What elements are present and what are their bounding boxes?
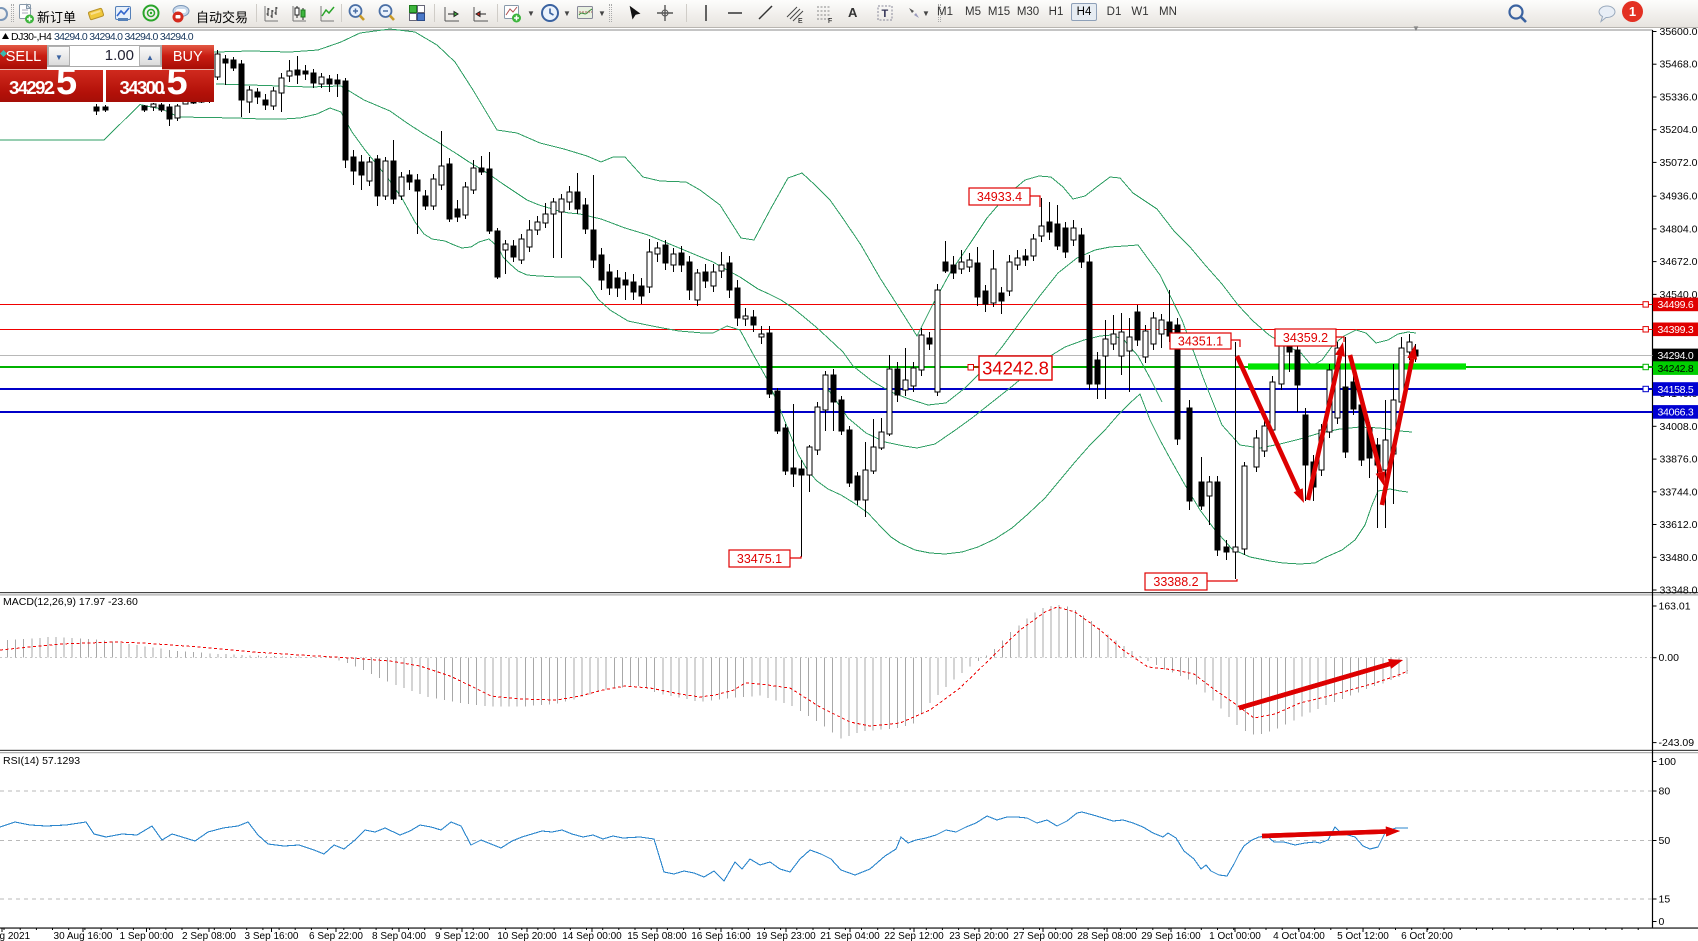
svg-text:3 Sep 16:00: 3 Sep 16:00	[245, 931, 299, 941]
svg-text:29 Sep 16:00: 29 Sep 16:00	[1141, 931, 1201, 941]
svg-text:0.00: 0.00	[1659, 652, 1680, 664]
svg-text:14 Sep 00:00: 14 Sep 00:00	[562, 931, 622, 941]
svg-text:35336.0: 35336.0	[1660, 92, 1698, 104]
svg-text:34933.4: 34933.4	[977, 190, 1022, 204]
svg-text:22 Sep 12:00: 22 Sep 12:00	[884, 931, 944, 941]
svg-text:163.01: 163.01	[1659, 601, 1691, 613]
svg-text:34936.0: 34936.0	[1660, 191, 1698, 203]
svg-text:33348.0: 33348.0	[1660, 585, 1698, 597]
svg-text:80: 80	[1659, 786, 1671, 798]
svg-text:34359.2: 34359.2	[1283, 331, 1328, 345]
svg-text:F: F	[828, 18, 832, 25]
svg-text:34066.3: 34066.3	[1658, 407, 1694, 419]
svg-text:28 Sep 08:00: 28 Sep 08:00	[1077, 931, 1137, 941]
svg-text:33480.0: 33480.0	[1660, 552, 1698, 564]
svg-text:6 Sep 22:00: 6 Sep 22:00	[309, 931, 363, 941]
svg-text:33612.0: 33612.0	[1660, 519, 1698, 531]
svg-text:27 Aug 2021: 27 Aug 2021	[0, 931, 31, 941]
svg-text:35468.0: 35468.0	[1660, 59, 1698, 71]
svg-text:5 Oct 12:00: 5 Oct 12:00	[1337, 931, 1389, 941]
svg-text:16 Sep 16:00: 16 Sep 16:00	[691, 931, 751, 941]
svg-text:15: 15	[1659, 894, 1671, 906]
svg-text:4 Oct 04:00: 4 Oct 04:00	[1273, 931, 1325, 941]
svg-text:1 Oct 00:00: 1 Oct 00:00	[1209, 931, 1261, 941]
svg-text:34008.0: 34008.0	[1660, 421, 1698, 433]
svg-text:T: T	[882, 8, 889, 20]
svg-text:21 Sep 04:00: 21 Sep 04:00	[820, 931, 880, 941]
svg-text:15 Sep 08:00: 15 Sep 08:00	[627, 931, 687, 941]
svg-text:100: 100	[1659, 756, 1677, 768]
svg-text:34242.8: 34242.8	[1658, 363, 1694, 375]
svg-text:MACD(12,26,9) 17.97 -23.60: MACD(12,26,9) 17.97 -23.60	[3, 596, 138, 608]
svg-text:30 Aug 16:00: 30 Aug 16:00	[54, 931, 113, 941]
svg-text:34672.0: 34672.0	[1660, 256, 1698, 268]
svg-text:35072.0: 35072.0	[1660, 157, 1698, 169]
svg-text:34294.0 34294.0 34294.0 34294.: 34294.0 34294.0 34294.0 34294.0	[54, 31, 194, 43]
svg-text:50: 50	[1659, 835, 1671, 847]
svg-text:E: E	[798, 18, 803, 25]
svg-text:RSI(14) 57.1293: RSI(14) 57.1293	[3, 755, 80, 767]
svg-text:1 Sep 00:00: 1 Sep 00:00	[120, 931, 174, 941]
svg-text:34399.3: 34399.3	[1658, 324, 1694, 336]
svg-text:10 Sep 20:00: 10 Sep 20:00	[497, 931, 557, 941]
svg-text:33876.0: 33876.0	[1660, 454, 1698, 466]
svg-text:35600.0: 35600.0	[1660, 26, 1698, 38]
svg-text:33475.1: 33475.1	[737, 552, 782, 566]
svg-text:35204.0: 35204.0	[1660, 124, 1698, 136]
svg-text:DJ30-,H4: DJ30-,H4	[11, 31, 52, 43]
svg-text:27 Sep 00:00: 27 Sep 00:00	[1013, 931, 1073, 941]
svg-text:33744.0: 33744.0	[1660, 486, 1698, 498]
svg-text:33388.2: 33388.2	[1153, 575, 1198, 589]
svg-text:34158.5: 34158.5	[1658, 384, 1694, 396]
svg-text:23 Sep 20:00: 23 Sep 20:00	[949, 931, 1009, 941]
svg-text:19 Sep 23:00: 19 Sep 23:00	[756, 931, 816, 941]
svg-text:2 Sep 08:00: 2 Sep 08:00	[182, 931, 236, 941]
svg-text:34499.6: 34499.6	[1658, 299, 1694, 311]
svg-text:34294.0: 34294.0	[1658, 350, 1694, 362]
svg-text:0: 0	[1659, 916, 1665, 928]
svg-text:34351.1: 34351.1	[1178, 335, 1223, 349]
svg-text:34242.8: 34242.8	[982, 358, 1049, 379]
svg-text:6 Oct 20:00: 6 Oct 20:00	[1401, 931, 1453, 941]
svg-text:9 Sep 12:00: 9 Sep 12:00	[435, 931, 489, 941]
svg-text:34804.0: 34804.0	[1660, 223, 1698, 235]
svg-text:8 Sep 04:00: 8 Sep 04:00	[372, 931, 426, 941]
svg-text:-243.09: -243.09	[1659, 737, 1695, 749]
